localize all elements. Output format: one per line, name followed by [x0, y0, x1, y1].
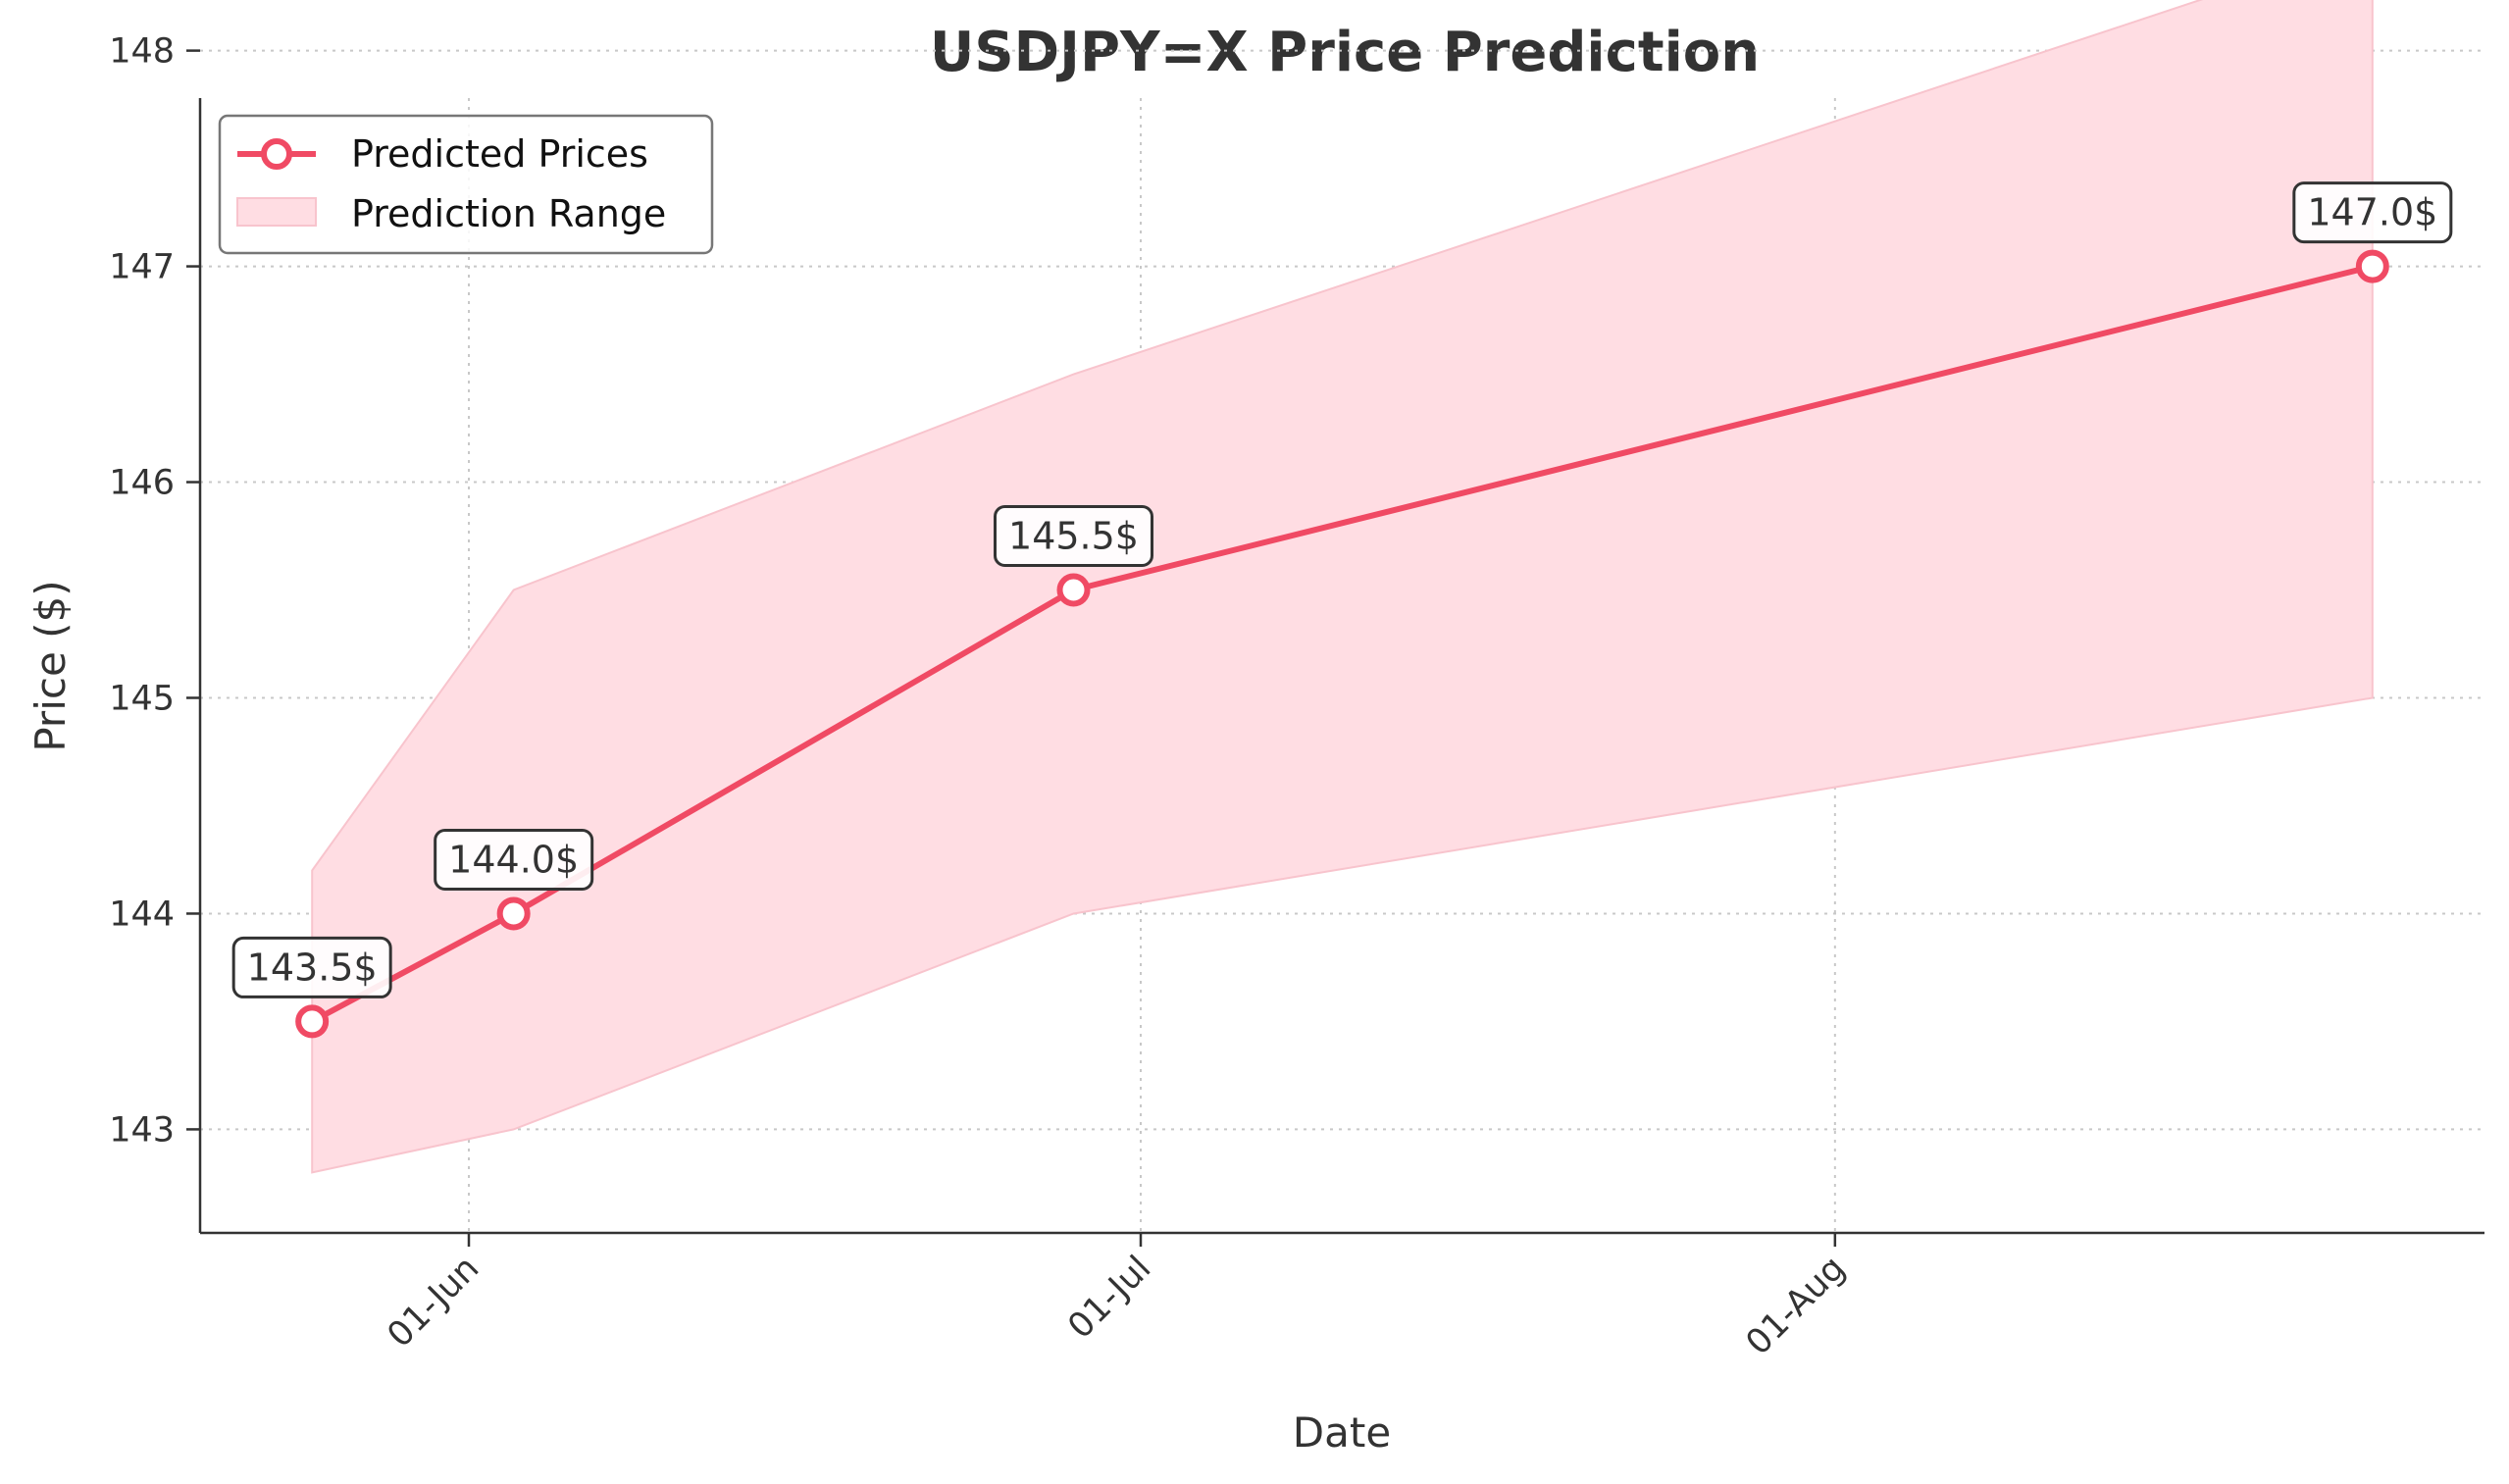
data-point [496, 896, 531, 931]
y-tick-label: 145 [109, 679, 175, 718]
chart-title: USDJPY=X Price Prediction [930, 21, 1760, 84]
data-point [295, 1004, 330, 1039]
legend-label-range: Prediction Range [351, 192, 666, 235]
y-axis-label: Price ($) [26, 580, 75, 751]
legend-label-predicted: Predicted Prices [351, 132, 648, 176]
annotation-box [434, 828, 594, 891]
legend-frame [218, 114, 714, 255]
predicted-prices-line [310, 263, 2374, 1025]
y-tick-label: 143 [109, 1110, 175, 1150]
x-axis-label: Date [1293, 1408, 1391, 1457]
annotation-box [994, 505, 1153, 568]
y-tick-label: 147 [109, 248, 175, 287]
prediction-range-band [311, 0, 2374, 1174]
y-tick-label: 146 [109, 464, 175, 503]
data-point [2355, 249, 2389, 283]
prediction-range-area [311, 0, 2374, 1174]
annotation-label: 145.5$ [1008, 515, 1139, 558]
legend-range-swatch [236, 197, 317, 227]
annotation-label: 144.0$ [448, 838, 579, 881]
data-point [1056, 573, 1091, 607]
y-tick-label: 148 [109, 32, 175, 72]
annotation-label: 143.5$ [247, 946, 378, 989]
y-ticks: 143 144 145 146 147 148 [109, 32, 200, 1150]
legend: Predicted Prices Prediction Range [218, 114, 714, 255]
y-tick-label: 144 [109, 895, 175, 934]
annotation-label: 147.0$ [2307, 191, 2437, 234]
annotation-box [2292, 181, 2453, 244]
price-annotations: 143.5$ 144.0$ 145.5$ 147.0$ [231, 181, 2453, 998]
axes [198, 98, 2484, 1235]
predicted-prices-series [295, 249, 2389, 1039]
legend-point-marker [261, 138, 292, 170]
annotation-box [231, 936, 392, 998]
